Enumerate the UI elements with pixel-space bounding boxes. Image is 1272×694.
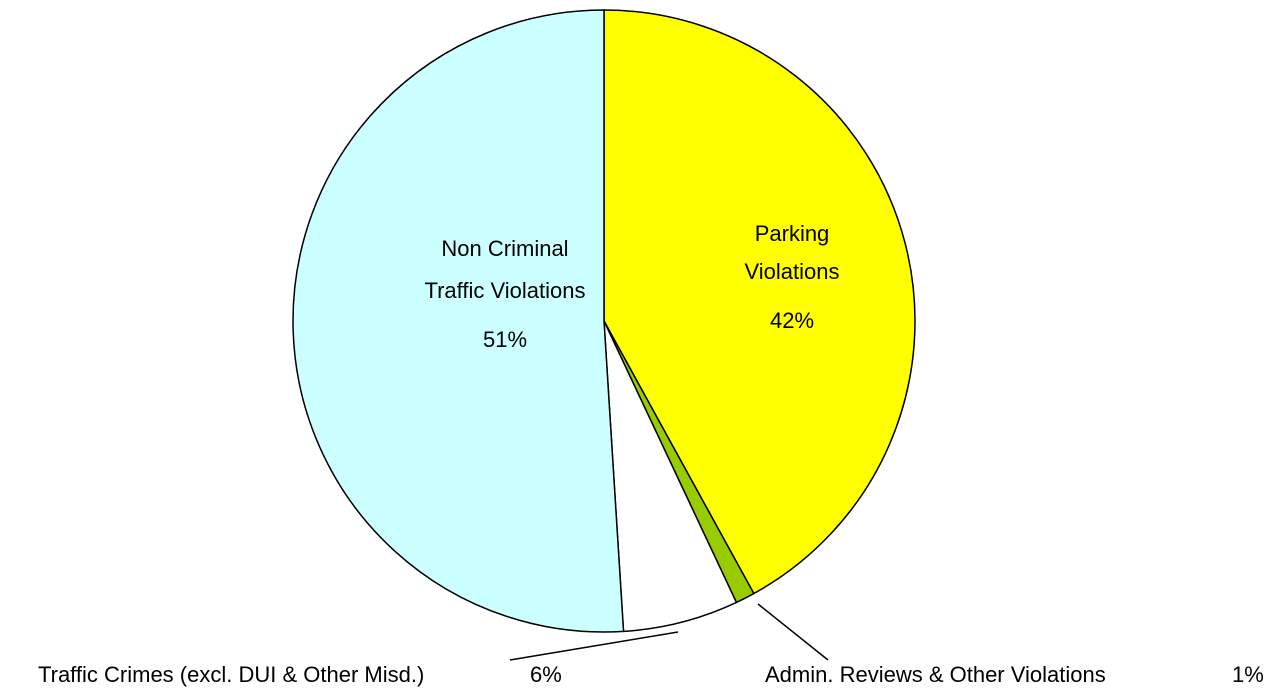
leader-line <box>757 603 829 661</box>
pie-slice <box>603 9 916 595</box>
slice-label: Admin. Reviews & Other Violations <box>765 662 1106 687</box>
slice-value-label: 51% <box>483 327 527 352</box>
slice-label: Non Criminal Traffic Violations <box>424 236 585 303</box>
pie-slice <box>292 9 625 633</box>
slice-value-label: 6% <box>530 662 562 687</box>
slice-value-label: 42% <box>770 308 814 333</box>
slice-value-label: 1% <box>1232 662 1264 687</box>
slice-label: Parking Violations <box>745 221 840 284</box>
leader-line <box>509 631 679 661</box>
slice-label: Traffic Crimes (excl. DUI & Other Misd.) <box>38 662 424 687</box>
